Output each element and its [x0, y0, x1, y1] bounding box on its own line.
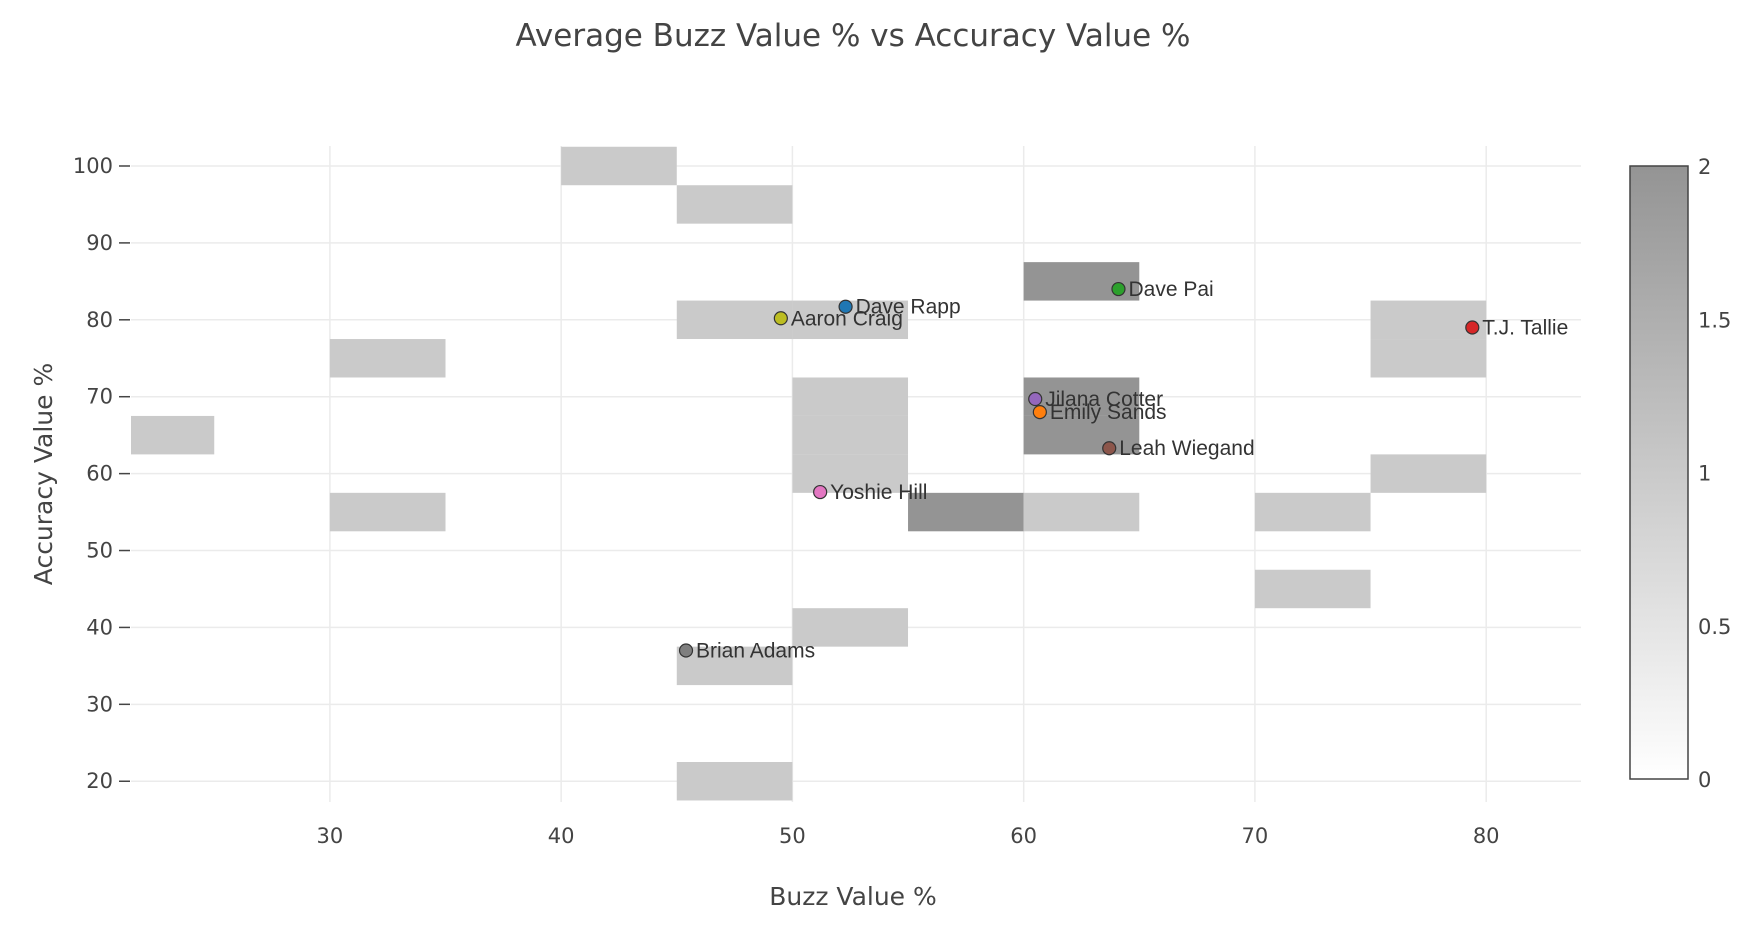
- colorbar-tick-label: 1.5: [1698, 308, 1731, 332]
- heatmap-cell: [1370, 339, 1487, 378]
- scatter-point: [1111, 281, 1126, 297]
- heatmap-cell: [792, 377, 909, 416]
- colorbar-tick-label: 2: [1698, 155, 1711, 179]
- point-label: Leah Wiegand: [1119, 437, 1254, 460]
- y-tick-label: 70: [86, 385, 113, 409]
- y-axis-title: Accuracy Value %: [29, 363, 58, 585]
- x-tick-label: 60: [1010, 824, 1037, 848]
- scatter-point: [1028, 391, 1043, 407]
- point-label: T.J. Tallie: [1482, 316, 1568, 339]
- x-tick-label: 50: [779, 824, 806, 848]
- point-label: Dave Rapp: [856, 296, 961, 319]
- point-label: Aaron Craig: [791, 307, 903, 330]
- heatmap-cell: [329, 492, 446, 532]
- colorbar-gradient: [1629, 165, 1689, 780]
- heatmap-cell: [1023, 492, 1140, 532]
- point-label: Jilana Cotter: [1045, 388, 1163, 411]
- heatmap-cell: [1370, 300, 1487, 340]
- point-label: Yoshie Hill: [830, 481, 927, 504]
- scatter-point: [1032, 404, 1047, 420]
- x-tick-label: 70: [1242, 824, 1269, 848]
- colorbar: 0 0.5 1 1.5 2: [1629, 155, 1731, 792]
- heatmap-cell: [792, 454, 909, 493]
- heatmap-cell: [792, 415, 909, 455]
- heatmap-cell: [676, 185, 793, 224]
- x-tick-label: 30: [317, 824, 344, 848]
- x-axis-title: Buzz Value %: [769, 882, 937, 911]
- heatmap-cell: [676, 762, 793, 801]
- chart-title: Average Buzz Value % vs Accuracy Value %: [516, 18, 1191, 54]
- heatmap-cell: [329, 339, 446, 378]
- heatmap-cell: [131, 415, 215, 455]
- x-axis-ticks: 30 40 50 60 70 80: [317, 824, 1500, 848]
- y-axis-ticks: 20 30 40 50 60 70 80 90 100: [73, 154, 130, 793]
- colorbar-tick-label: 1: [1698, 462, 1711, 486]
- y-tick-label: 80: [86, 308, 113, 332]
- scatter-point: [773, 311, 788, 326]
- colorbar-tick-label: 0: [1698, 768, 1711, 792]
- y-tick-label: 50: [86, 539, 113, 563]
- y-tick-label: 90: [86, 231, 113, 255]
- density-heatmap: [131, 146, 1487, 801]
- point-label: Emily Sands: [1050, 401, 1167, 424]
- x-tick-label: 40: [548, 824, 575, 848]
- y-tick-label: 20: [86, 769, 113, 793]
- scatter-point: [838, 299, 853, 314]
- point-label: Dave Pai: [1128, 278, 1213, 301]
- scatter-points: [678, 281, 1480, 658]
- heatmap-cell: [1254, 569, 1371, 609]
- heatmap-cell: [676, 646, 793, 686]
- heatmap-cell: [676, 300, 793, 340]
- x-tick-label: 80: [1473, 824, 1500, 848]
- heatmap-cell: [1254, 492, 1371, 532]
- scatter-point: [1465, 320, 1480, 335]
- colorbar-tick-label: 0.5: [1698, 615, 1731, 639]
- colorbar-ticks: 0 0.5 1 1.5 2: [1698, 155, 1731, 792]
- y-tick-label: 100: [73, 154, 113, 178]
- point-label: Brian Adams: [696, 639, 815, 662]
- heatmap-cell: [1023, 415, 1140, 455]
- heatmap-cell: [561, 146, 677, 186]
- scatter-point: [813, 484, 828, 500]
- heatmap-cell: [792, 608, 909, 647]
- y-tick-label: 60: [86, 462, 113, 486]
- scatter-point: [678, 643, 694, 658]
- scatter-point: [1102, 441, 1117, 456]
- y-tick-label: 40: [86, 615, 113, 639]
- y-tick-label: 30: [86, 692, 113, 716]
- heatmap-cell: [1370, 454, 1487, 493]
- heatmap-cell: [908, 492, 1024, 532]
